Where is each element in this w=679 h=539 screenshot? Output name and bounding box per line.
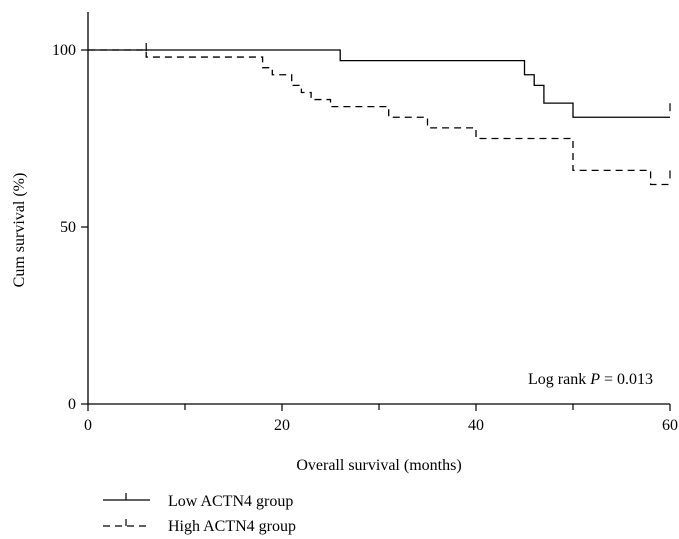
y-tick-label: 0 <box>68 396 76 413</box>
series-low <box>88 43 671 118</box>
legend: Low ACTN4 group High ACTN4 group <box>103 493 296 535</box>
series-layer <box>88 43 671 186</box>
x-ticks: 0 20 40 60 <box>84 404 678 434</box>
logrank-suffix: = 0.013 <box>600 371 653 388</box>
series-high <box>88 49 671 186</box>
y-tick-label: 100 <box>52 42 76 59</box>
y-tick-label: 50 <box>60 219 76 236</box>
y-axis: 0 50 100 <box>52 12 89 413</box>
x-axis-label: Overall survival (months) <box>296 457 461 474</box>
x-tick-label: 40 <box>468 417 484 434</box>
x-tick-label: 0 <box>84 417 92 434</box>
survival-curve <box>88 49 670 118</box>
legend-item-high: High ACTN4 group <box>103 518 296 535</box>
legend-label-high: High ACTN4 group <box>168 518 296 535</box>
survival-curve <box>88 49 670 186</box>
y-axis-label: Cum survival (%) <box>11 173 28 288</box>
x-tick-label: 20 <box>274 417 290 434</box>
y-ticks: 0 50 100 <box>52 42 88 413</box>
logrank-p-symbol: P <box>589 371 600 388</box>
legend-label-low: Low ACTN4 group <box>168 493 293 510</box>
legend-item-low: Low ACTN4 group <box>103 493 293 510</box>
x-axis: 0 20 40 60 <box>84 403 678 434</box>
x-tick-label: 60 <box>662 417 678 434</box>
logrank-prefix: Log rank <box>528 371 590 388</box>
logrank-annotation: Log rank P = 0.013 <box>528 371 653 388</box>
